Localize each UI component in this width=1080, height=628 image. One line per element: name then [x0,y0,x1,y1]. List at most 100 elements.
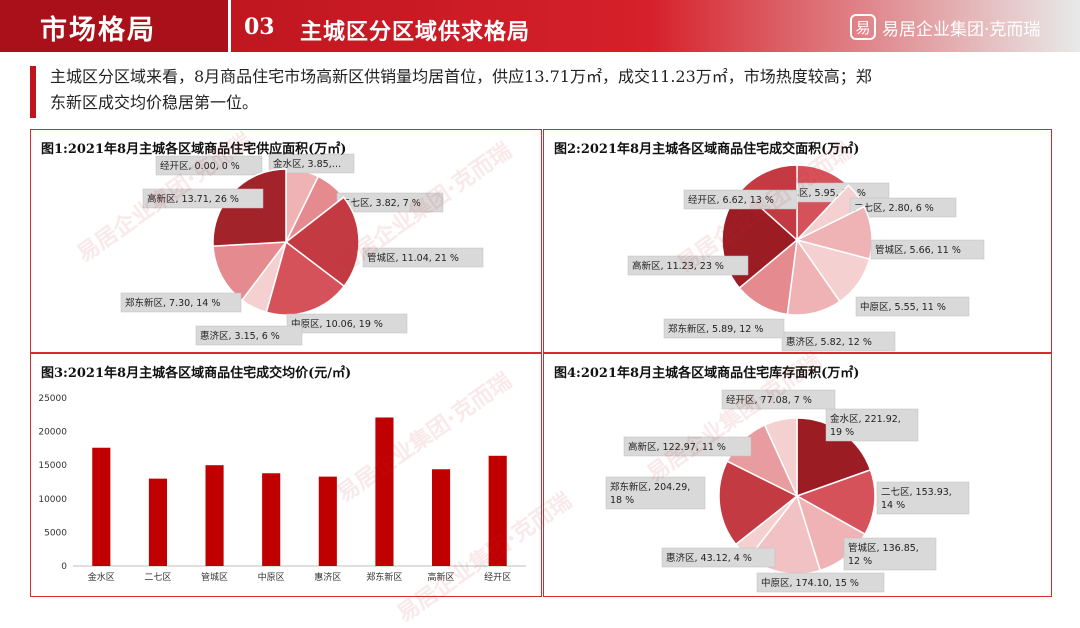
pie-slice [763,417,798,497]
svg-text:高新区, 11.23, 23 %: 高新区, 11.23, 23 % [632,260,724,272]
data-label: 郑东新区, 7.30, 14 % [120,292,242,313]
data-label: 二七区, 153.93, 14 % [876,481,970,515]
data-label: 二七区, 3.82, 7 % [336,192,444,213]
svg-text:郑东新区, 5.89, 12 %: 郑东新区, 5.89, 12 % [668,323,763,335]
data-label: 惠济区, 43.12, 4 % [661,547,776,568]
supply-pie-chart: 经开区, 0.00, 0 % 金水区, 3.85,… 二七区, 3.82, 7 % 管… [120,153,484,346]
data-label: 中原区, 5.55, 11 % [855,296,970,317]
y-tick-label: 10000 [38,495,67,505]
y-tick-label: 5000 [44,528,67,538]
x-tick-label: 郑东新区 [366,571,402,583]
page-title: 主城区分区域供求格局 [300,19,531,45]
x-tick-label: 惠济区 [314,571,341,583]
data-label: 金水区, 221.92, 19 % [825,408,919,442]
logo-text: 易居企业集团·克而瑞 [882,19,1041,40]
svg-text:14 %: 14 % [881,500,905,511]
chart-panel-inventory: 图4:2021年8月主城各区域商品住宅库存面积(万㎡) 金水区, 221.92,… [543,353,1052,597]
bar [205,465,224,566]
data-label: 管城区, 11.04, 21 % [362,247,484,268]
brand-logo: 易 易居企业集团·克而瑞 [850,12,1040,42]
bar [432,469,451,566]
data-label: 管城区, 5.66, 11 % [870,239,985,260]
svg-text:金水区, 221.92,: 金水区, 221.92, [830,413,901,425]
svg-text:二七区, 3.82, 7 %: 二七区, 3.82, 7 % [341,198,421,209]
data-label: 郑东新区, 204.29, 18 % [605,476,706,510]
data-label: 高新区, 122.97, 11 % [623,436,752,457]
bar [318,476,337,566]
data-label: 中原区, 174.10, 15 % [756,572,885,593]
page-number: 03 [244,14,275,40]
svg-text:惠济区, 3.15, 6 %: 惠济区, 3.15, 6 % [200,330,280,342]
price-bar-chart: 0 5000 10000 15000 20000 25000 金水区 二七区 管城区 中原区 惠济区… [38,394,526,583]
x-tick-label: 经开区 [484,571,511,583]
pie-slice [718,460,799,546]
section-box: 市场格局 [0,0,231,52]
svg-text:18 %: 18 % [610,495,634,506]
chart-panel-sales: 图2:2021年8月主城各区域商品住宅成交面积(万㎡) 金水区, 5.95, 1… [543,129,1052,353]
svg-text:12 %: 12 % [848,556,872,567]
bar [92,447,111,566]
bar [148,478,167,566]
svg-text:二七区, 2.80, 6 %: 二七区, 2.80, 6 % [854,203,934,214]
y-tick-label: 15000 [38,461,67,471]
svg-text:管城区, 136.85,: 管城区, 136.85, [848,542,919,554]
data-label: 高新区, 13.71, 26 % [142,188,264,209]
svg-text:中原区, 10.06, 19 %: 中原区, 10.06, 19 % [291,318,383,330]
x-tick-label: 中原区 [258,571,285,583]
chart-title: 图2:2021年8月主城各区域商品住宅成交面积(万㎡) [554,142,860,157]
chart-title: 图4:2021年8月主城各区域商品住宅库存面积(万㎡) [554,366,860,381]
svg-text:经开区, 6.62, 13 %: 经开区, 6.62, 13 % [688,194,774,206]
x-tick-label: 高新区 [428,571,455,583]
x-tick-label: 管城区 [201,571,228,583]
svg-text:惠济区, 43.12, 4 %: 惠济区, 43.12, 4 % [666,552,752,564]
data-label: 管城区, 136.85, 12 % [843,537,937,571]
y-tick-label: 0 [61,562,67,572]
chart-title: 图3:2021年8月主城各区域商品住宅成交均价(元/㎡) [41,366,352,381]
svg-text:管城区, 5.66, 11 %: 管城区, 5.66, 11 % [875,244,961,256]
section-title: 市场格局 [40,15,156,46]
summary-text: 主城区分区域来看，8月商品住宅市场高新区供销量均居首位，供应13.71万㎡，成交… [50,64,1050,116]
pie-slice [795,468,876,536]
pie-slice [284,196,360,288]
summary-accent-bar [30,66,36,118]
x-tick-label: 二七区 [144,572,171,583]
data-label: 经开区, 0.00, 0 % [155,155,263,176]
svg-text:郑东新区, 204.29,: 郑东新区, 204.29, [610,481,690,493]
bar [262,473,281,566]
y-tick-label: 25000 [38,394,67,404]
data-label: 经开区, 77.08, 7 % [721,389,836,410]
svg-text:经开区, 0.00, 0 %: 经开区, 0.00, 0 % [160,160,240,172]
bar [375,417,394,566]
summary-line-2: 东新区成交均价稳居第一位。 [50,93,259,112]
bar [488,455,507,566]
data-label: 经开区, 6.62, 13 % [683,189,798,210]
data-label: 中原区, 10.06, 19 % [286,313,408,334]
inventory-pie-chart: 金水区, 221.92, 19 % 二七区, 153.93, 14 % 管城区, 136… [605,389,970,593]
svg-text:郑东新区, 7.30, 14 %: 郑东新区, 7.30, 14 % [125,297,220,309]
data-label: 金水区, 3.85,… [268,153,355,174]
svg-text:中原区, 5.55, 11 %: 中原区, 5.55, 11 % [860,301,946,313]
svg-text:经开区, 77.08, 7 %: 经开区, 77.08, 7 % [726,394,812,406]
svg-text:高新区, 122.97, 11 %: 高新区, 122.97, 11 % [628,441,726,453]
svg-text:19 %: 19 % [830,427,854,438]
svg-text:管城区, 11.04, 21 %: 管城区, 11.04, 21 % [367,252,459,264]
data-label: 惠济区, 3.15, 6 % [195,325,303,346]
data-label: 二七区, 2.80, 6 % [849,197,957,218]
svg-text:高新区, 13.71, 26 %: 高新区, 13.71, 26 % [147,193,239,205]
data-label: 郑东新区, 5.89, 12 % [663,318,785,339]
svg-text:中原区, 174.10, 15 %: 中原区, 174.10, 15 % [761,577,859,589]
chart-panel-supply: 图1:2021年8月主城各区域商品住宅供应面积(万㎡) 经开区, 0.00, 0… [30,129,542,353]
svg-text:金水区, 3.85,…: 金水区, 3.85,… [273,158,341,170]
chart-panel-price: 图3:2021年8月主城各区域商品住宅成交均价(元/㎡) 0 5000 10000 1… [30,353,542,597]
x-tick-label: 金水区 [88,571,115,583]
chart-title: 图1:2021年8月主城各区域商品住宅供应面积(万㎡) [41,142,347,157]
svg-text:二七区, 153.93,: 二七区, 153.93, [881,487,952,498]
svg-text:惠济区, 5.82, 12 %: 惠济区, 5.82, 12 % [786,336,872,348]
y-tick-label: 20000 [38,428,67,438]
data-label: 惠济区, 5.82, 12 % [781,331,896,352]
pie-slice [265,240,346,316]
summary-line-1: 主城区分区域来看，8月商品住宅市场高新区供销量均居首位，供应13.71万㎡，成交… [50,67,872,86]
data-label: 高新区, 11.23, 23 % [627,255,749,276]
logo-mark-icon: 易 [850,14,876,40]
sales-pie-chart: 金水区, 5.95, 12 %二七区, 2.80, 6 %管城区, 5.66, … [627,164,985,352]
